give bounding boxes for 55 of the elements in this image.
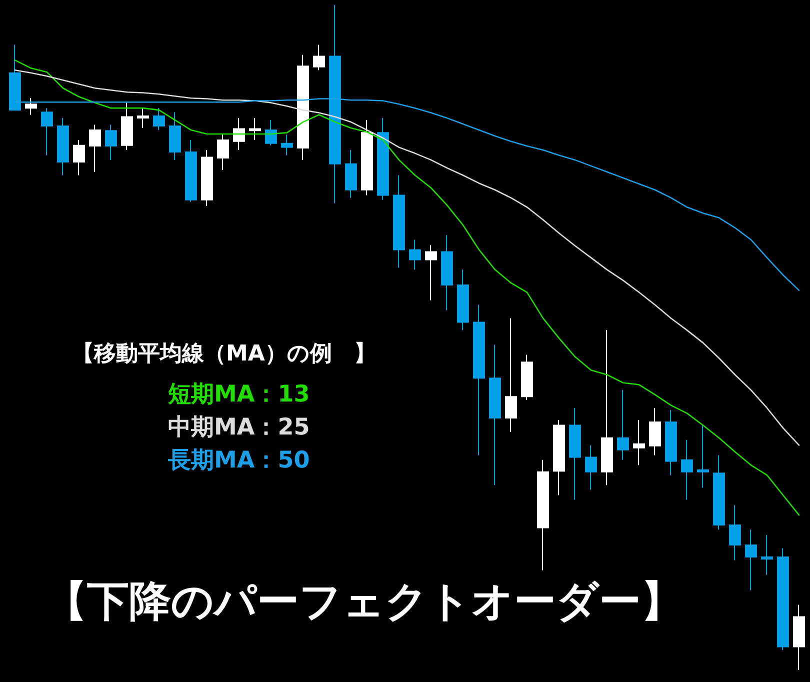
candlestick: [153, 108, 165, 131]
candlestick: [713, 454, 725, 530]
candlestick: [489, 344, 501, 486]
candlestick: [137, 108, 149, 129]
candlestick: [505, 318, 517, 432]
candlestick: [217, 134, 229, 170]
candlestick: [521, 354, 533, 401]
candlestick: [73, 139, 85, 176]
candlestick: [585, 444, 597, 490]
candlestick: [409, 239, 421, 270]
text: 【下降のパーフェクトオーダー】: [45, 576, 683, 626]
candlestick: [377, 118, 389, 200]
candlestick: [185, 139, 197, 202]
candlestick: [249, 118, 261, 140]
candlestick: [665, 409, 677, 476]
candlestick: [393, 174, 405, 268]
candlestick: [601, 330, 613, 486]
candlestick: [201, 149, 213, 206]
text: 長期MA：50: [167, 448, 310, 474]
candlestick: [41, 108, 53, 156]
candlestick: [233, 118, 245, 150]
candlestick: [297, 54, 309, 160]
candlestick: [777, 548, 789, 651]
candlestick: [361, 120, 373, 196]
text: 中期MA：25: [168, 414, 310, 440]
candlestick: [9, 44, 21, 111]
candlestick: [105, 124, 117, 160]
candlestick: [649, 407, 661, 456]
candlestick: [25, 98, 37, 116]
candlestick: [329, 4, 341, 204]
candlestick: [265, 120, 277, 146]
candlestick: [313, 44, 325, 71]
candlestick: [57, 118, 69, 176]
candlestick: [441, 234, 453, 311]
candlestick: [89, 124, 101, 172]
text: 短期MA：13: [167, 382, 310, 408]
candlestick: [345, 149, 357, 198]
candlestick: [281, 134, 293, 156]
candlestick: [729, 504, 741, 561]
candlestick: [697, 424, 709, 488]
candlestick: [169, 112, 181, 160]
legend-title: 【移動平均線（MA）の例 】: [72, 342, 376, 366]
candlestick: [569, 407, 581, 500]
candlestick: [425, 244, 437, 301]
candlestick: [617, 390, 629, 460]
candlestick: [745, 529, 757, 591]
candlestick: [793, 604, 805, 670]
candlestick: [553, 419, 565, 496]
candlestick: [681, 439, 693, 500]
candlestick: [761, 534, 773, 576]
candlestick: [457, 269, 469, 331]
candlestick: [121, 102, 133, 150]
candlestick: [633, 419, 645, 466]
candlestick: [473, 304, 485, 456]
candlestick: [537, 459, 549, 571]
